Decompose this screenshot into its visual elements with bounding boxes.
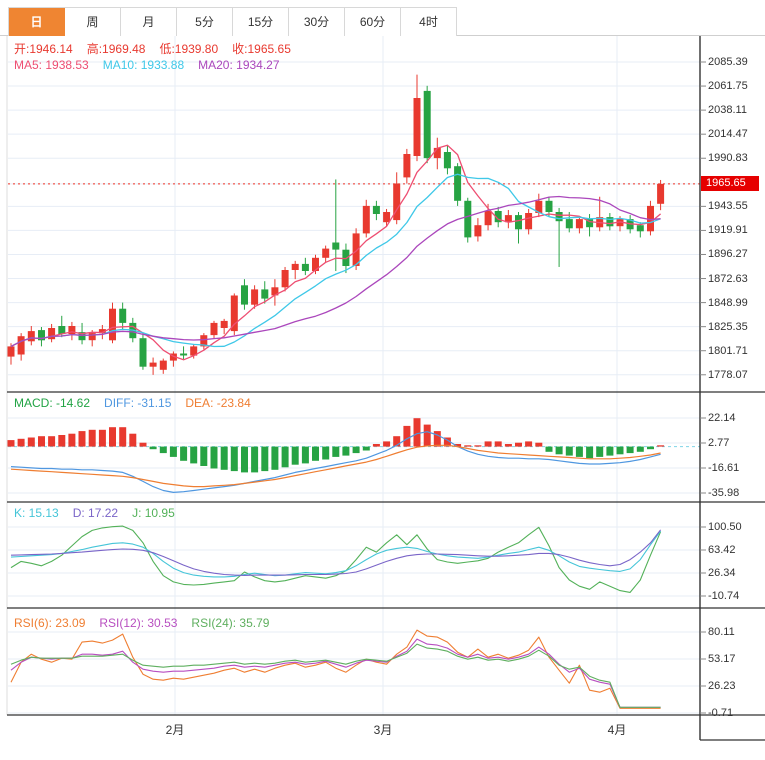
tab-5分[interactable]: 5分 xyxy=(177,8,233,36)
tab-60分[interactable]: 60分 xyxy=(345,8,401,36)
tab-15分[interactable]: 15分 xyxy=(233,8,289,36)
tab-4时[interactable]: 4时 xyxy=(401,8,457,36)
tab-周[interactable]: 周 xyxy=(65,8,121,36)
tab-月[interactable]: 月 xyxy=(121,8,177,36)
tab-日[interactable]: 日 xyxy=(9,8,65,36)
timeframe-tabs[interactable]: 日周月 5分 15分 30分 60分 4时 xyxy=(8,7,457,36)
tab-30分[interactable]: 30分 xyxy=(289,8,345,36)
